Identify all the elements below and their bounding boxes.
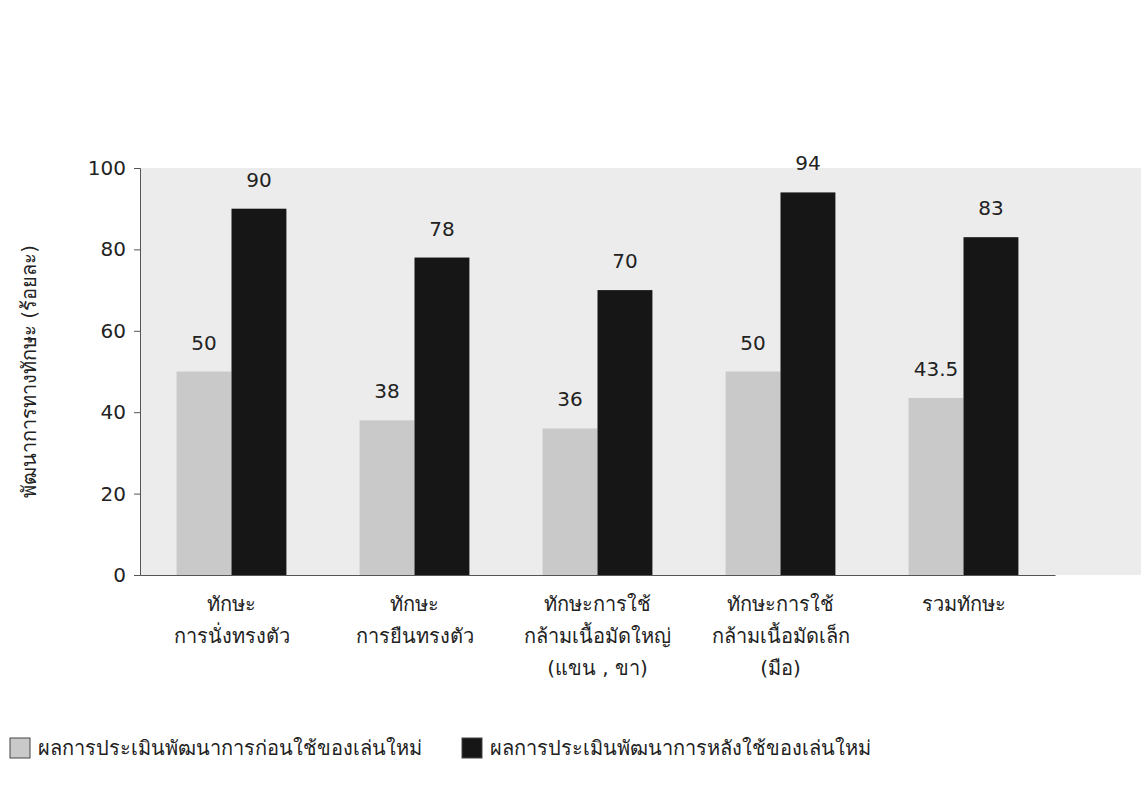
data-labels: 50 38 36 50 43.5 90 78 70 94 83: [191, 151, 1003, 411]
x-tick-label-line: การนั่งทรงตัว: [174, 622, 290, 648]
data-label: 43.5: [914, 357, 959, 381]
data-label: 94: [795, 151, 820, 175]
y-tick-label: 80: [101, 237, 126, 261]
data-label: 50: [740, 331, 765, 355]
y-tick: 100: [88, 156, 140, 180]
data-label: 36: [557, 387, 582, 411]
x-tick-label-line: (มือ): [760, 656, 801, 680]
data-label: 90: [246, 168, 271, 192]
y-tick: 20: [101, 482, 140, 506]
x-tick-label-line: การยืนทรงตัว: [356, 624, 474, 648]
y-tick-label: 100: [88, 156, 126, 180]
y-tick-label: 60: [101, 319, 126, 343]
x-tick-label: ทักษะการนั่งทรงตัว: [174, 592, 290, 648]
x-tick-label-line: ทักษะ: [207, 592, 256, 616]
bar: [232, 209, 287, 575]
y-tick-mark: [134, 494, 140, 495]
bar: [415, 258, 470, 575]
y-tick-label: 40: [101, 400, 126, 424]
x-tick: ทักษะการยืนทรงตัว: [356, 575, 474, 648]
plot-background: [140, 168, 1141, 575]
x-axis-line: [141, 575, 1056, 576]
legend-label: ผลการประเมินพัฒนาการหลังใช้ของเล่นใหม่: [490, 736, 871, 760]
bar: [360, 420, 415, 575]
legend-label: ผลการประเมินพัฒนาการก่อนใช้ของเล่นใหม่: [38, 736, 422, 760]
x-tick: ทักษะการใช้กล้ามเนื้อมัดเล็ก (มือ): [712, 575, 850, 680]
y-tick-mark: [134, 249, 140, 250]
y-tick: 0: [113, 563, 140, 587]
x-tick-label: ทักษะการยืนทรงตัว: [356, 592, 474, 648]
x-tick: ทักษะการใช้กล้ามเนื้อมัดใหญ่ (แขน , ขา): [524, 575, 671, 680]
y-axis-title: พัฒนาการทางทักษะ (ร้อยละ): [17, 245, 41, 498]
x-tick-label-line: กล้ามเนื้อมัดใหญ่: [524, 622, 671, 648]
y-tick: 40: [101, 400, 140, 424]
bar: [177, 372, 232, 576]
x-tick-label: ทักษะการใช้กล้ามเนื้อมัดใหญ่ (แขน , ขา): [524, 592, 671, 680]
x-tick-label-line: ทักษะการใช้: [727, 592, 834, 616]
x-tick-label: รวมทักษะ: [922, 592, 1006, 616]
data-label: 78: [429, 217, 454, 241]
x-tick: รวมทักษะ: [922, 575, 1006, 616]
y-tick-label: 20: [101, 482, 126, 506]
y-tick-mark: [134, 575, 140, 576]
x-tick-label-line: รวมทักษะ: [922, 592, 1006, 616]
bar: [543, 428, 598, 575]
legend: ผลการประเมินพัฒนาการก่อนใช้ของเล่นใหม่ ผล…: [10, 736, 871, 760]
bar: [598, 290, 653, 575]
chart: 5038365043.59078709483020406080100ทักษะก…: [0, 0, 1147, 785]
y-axis: 0 20 40 60 80 100: [88, 156, 141, 587]
legend-swatch: [462, 738, 482, 758]
y-tick: 80: [101, 237, 140, 261]
y-tick: 60: [101, 319, 140, 343]
x-tick-label-line: (แขน , ขา): [547, 656, 648, 680]
legend-swatch: [10, 738, 30, 758]
x-tick-label: ทักษะการใช้กล้ามเนื้อมัดเล็ก (มือ): [712, 592, 850, 680]
y-tick-mark: [134, 331, 140, 332]
y-tick-mark: [134, 168, 140, 169]
bar: [726, 372, 781, 576]
x-tick: ทักษะการนั่งทรงตัว: [174, 575, 290, 648]
y-tick-label: 0: [113, 563, 126, 587]
bar: [781, 192, 836, 575]
y-tick-mark: [134, 412, 140, 413]
data-label: 70: [612, 249, 637, 273]
x-tick-label-line: ทักษะการใช้: [544, 592, 651, 616]
bars: [177, 192, 1019, 575]
x-axis: ทักษะการนั่งทรงตัวทักษะการยืนทรงตัวทักษะ…: [141, 575, 1056, 680]
y-axis-line: [134, 169, 141, 576]
x-tick-label-line: กล้ามเนื้อมัดเล็ก: [712, 622, 850, 648]
bar: [964, 237, 1019, 575]
data-label: 83: [978, 196, 1003, 220]
bar: [909, 398, 964, 575]
data-label: 38: [374, 379, 399, 403]
x-tick-label-line: ทักษะ: [390, 592, 439, 616]
data-label: 50: [191, 331, 216, 355]
